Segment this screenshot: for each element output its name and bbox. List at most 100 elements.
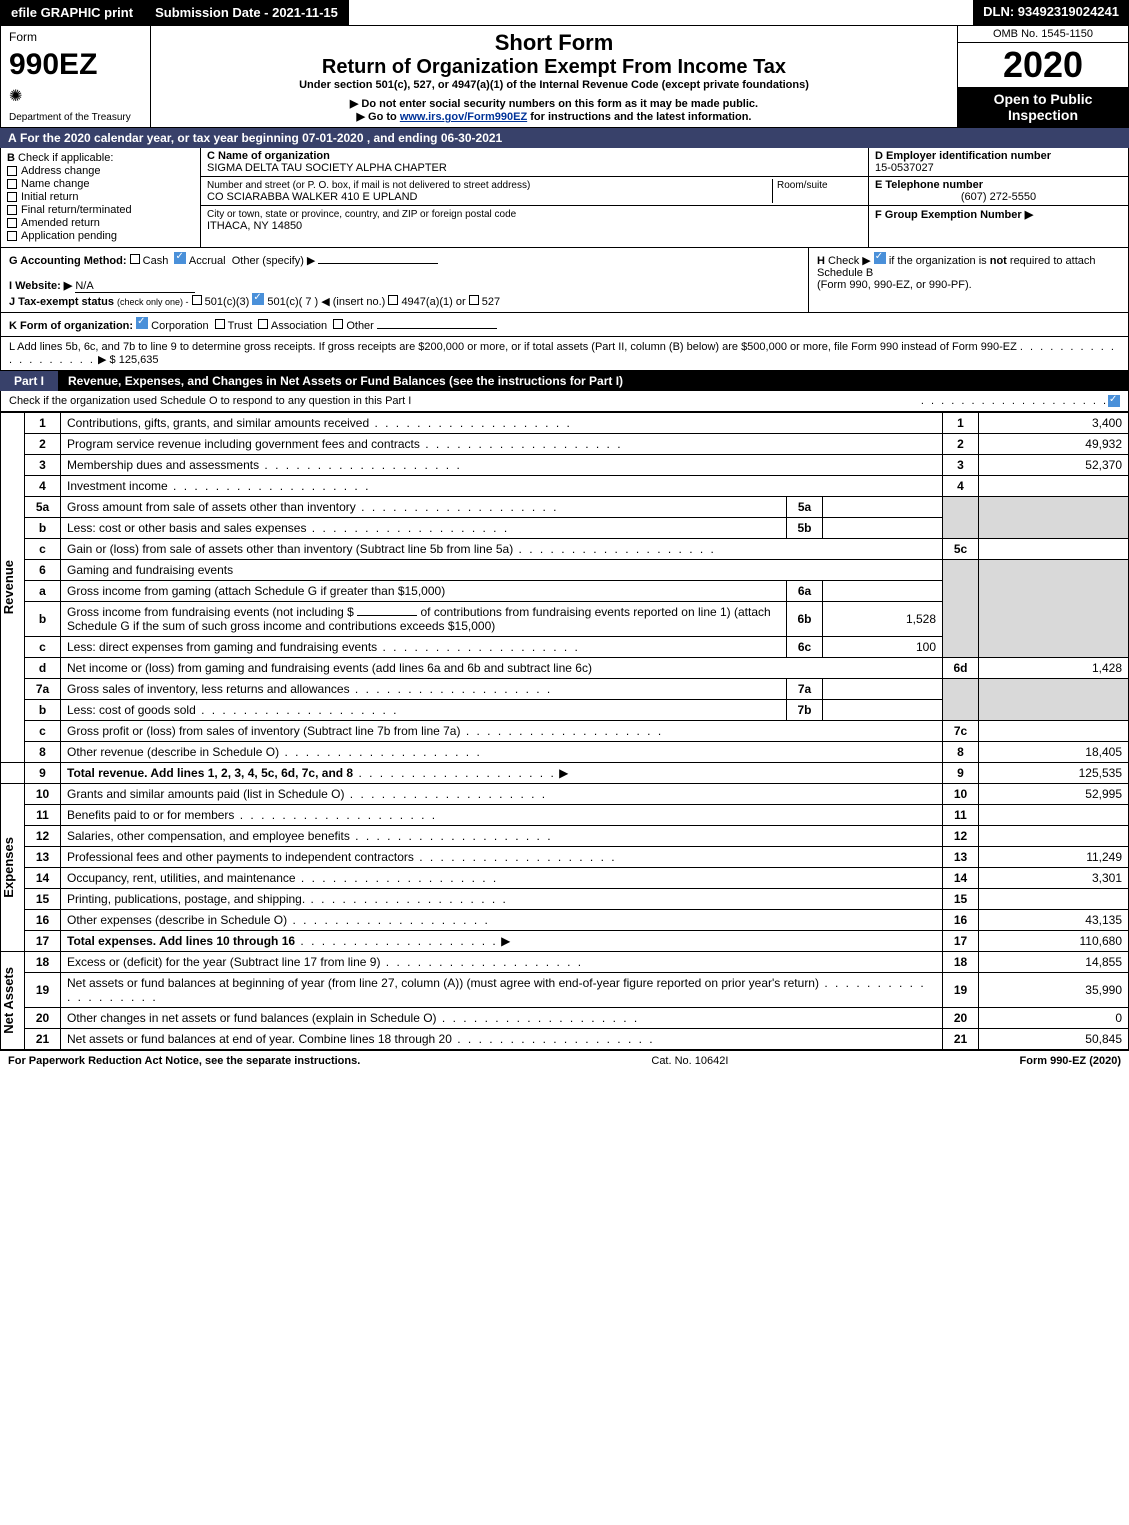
ln-21: 21 <box>25 1029 61 1050</box>
chk-527[interactable] <box>469 295 479 305</box>
section-c: C Name of organization SIGMA DELTA TAU S… <box>201 148 868 247</box>
chk-501c[interactable] <box>252 293 264 305</box>
opt-corporation: Corporation <box>151 320 208 332</box>
expenses-vert-label: Expenses <box>1 784 25 952</box>
chk-accrual[interactable] <box>174 252 186 264</box>
chk-name-change[interactable]: Name change <box>7 178 194 190</box>
amt-17: 110,680 <box>979 931 1129 952</box>
netassets-label-text: Net Assets <box>1 967 16 1034</box>
subamt-7a <box>823 679 943 700</box>
label-b: B <box>7 152 15 164</box>
chk-schedule-b[interactable] <box>874 252 886 264</box>
amt-3: 52,370 <box>979 455 1129 476</box>
part1-check-text: Check if the organization used Schedule … <box>9 395 921 407</box>
warning-1: ▶ Do not enter social security numbers o… <box>159 97 949 110</box>
chk-trust[interactable] <box>215 319 225 329</box>
part1-title: Revenue, Expenses, and Changes in Net As… <box>58 371 1129 391</box>
ln-1: 1 <box>25 413 61 434</box>
sub-6a: 6a <box>787 581 823 602</box>
other-specify-input[interactable] <box>318 263 438 264</box>
chk-4947[interactable] <box>388 295 398 305</box>
tax-year: 2020 <box>958 43 1128 87</box>
opt-trust: Trust <box>228 320 253 332</box>
row-7a: 7a Gross sales of inventory, less return… <box>1 679 1129 700</box>
ln-15: 15 <box>25 889 61 910</box>
line-7b-text: Less: cost of goods sold <box>67 703 196 717</box>
chk-cash[interactable] <box>130 254 140 264</box>
footer-mid: Cat. No. 10642I <box>651 1055 728 1067</box>
subtitle: Under section 501(c), 527, or 4947(a)(1)… <box>159 79 949 91</box>
checkbox-icon <box>7 218 17 228</box>
line-3-text: Membership dues and assessments <box>67 458 259 472</box>
line-6-text: Gaming and fundraising events <box>61 560 943 581</box>
line-6b-text1: Gross income from fundraising events (no… <box>67 605 354 619</box>
ln-9: 9 <box>25 763 61 784</box>
l-prefix: ▶ $ <box>98 354 119 366</box>
period-bar: A For the 2020 calendar year, or tax yea… <box>0 128 1129 148</box>
revenue-table: Revenue 1 Contributions, gifts, grants, … <box>0 412 1129 1050</box>
line-7c-text: Gross profit or (loss) from sales of inv… <box>67 724 460 738</box>
line-8-text: Other revenue (describe in Schedule O) <box>67 745 279 759</box>
chk-corporation[interactable] <box>136 317 148 329</box>
submission-date-button[interactable]: Submission Date - 2021-11-15 <box>144 0 349 25</box>
box-10: 10 <box>943 784 979 805</box>
chk-initial-return[interactable]: Initial return <box>7 191 194 203</box>
irs-link[interactable]: www.irs.gov/Form990EZ <box>400 111 527 123</box>
sub-7b: 7b <box>787 700 823 721</box>
line-13-text: Professional fees and other payments to … <box>67 850 414 864</box>
line-18-text: Excess or (deficit) for the year (Subtra… <box>67 955 380 969</box>
opt-amended-return: Amended return <box>21 217 100 229</box>
ln-2: 2 <box>25 434 61 455</box>
line-17-text: Total expenses. Add lines 10 through 16 <box>67 934 295 948</box>
line-20-text: Other changes in net assets or fund bala… <box>67 1011 437 1025</box>
dots <box>344 787 547 801</box>
label-g: G Accounting Method: <box>9 255 127 267</box>
checkbox-icon <box>7 166 17 176</box>
line-6a-text: Gross income from gaming (attach Schedul… <box>61 581 787 602</box>
amt-12 <box>979 826 1129 847</box>
l-amount: 125,635 <box>119 354 159 366</box>
row-12: 12 Salaries, other compensation, and emp… <box>1 826 1129 847</box>
line-6c-text: Less: direct expenses from gaming and fu… <box>67 640 377 654</box>
title-return: Return of Organization Exempt From Incom… <box>159 56 949 79</box>
warning-2: ▶ Go to www.irs.gov/Form990EZ for instru… <box>159 110 949 123</box>
line-5a-text: Gross amount from sale of assets other t… <box>67 500 356 514</box>
row-16: 16 Other expenses (describe in Schedule … <box>1 910 1129 931</box>
row-19: 19 Net assets or fund balances at beginn… <box>1 973 1129 1008</box>
grey-7-amt <box>979 679 1129 721</box>
row-3: 3 Membership dues and assessments 3 52,3… <box>1 455 1129 476</box>
amt-5c <box>979 539 1129 560</box>
netassets-vert-label: Net Assets <box>1 952 25 1050</box>
amt-2: 49,932 <box>979 434 1129 455</box>
sub-5b: 5b <box>787 518 823 539</box>
ln-6c: c <box>25 637 61 658</box>
chk-schedule-o[interactable] <box>1108 395 1120 407</box>
chk-association[interactable] <box>258 319 268 329</box>
box-8: 8 <box>943 742 979 763</box>
6b-blank[interactable] <box>357 615 417 616</box>
line-10-text: Grants and similar amounts paid (list in… <box>67 787 344 801</box>
label-h: H <box>817 255 825 267</box>
amt-6d: 1,428 <box>979 658 1129 679</box>
ln-6a: a <box>25 581 61 602</box>
ln-18: 18 <box>25 952 61 973</box>
chk-final-return[interactable]: Final return/terminated <box>7 204 194 216</box>
chk-501c3[interactable] <box>192 295 202 305</box>
chk-address-change[interactable]: Address change <box>7 165 194 177</box>
subamt-5b <box>823 518 943 539</box>
opt-name-change: Name change <box>21 178 90 190</box>
ln-7b: b <box>25 700 61 721</box>
other-org-input[interactable] <box>377 328 497 329</box>
chk-other[interactable] <box>333 319 343 329</box>
amt-9: 125,535 <box>979 763 1129 784</box>
efile-print-button[interactable]: efile GRAPHIC print <box>0 0 144 25</box>
opt-527: 527 <box>482 296 500 308</box>
footer-right: Form 990-EZ (2020) <box>1020 1055 1121 1067</box>
city-label: City or town, state or province, country… <box>207 209 516 220</box>
chk-amended-return[interactable]: Amended return <box>7 217 194 229</box>
dots <box>377 640 580 654</box>
chk-application-pending[interactable]: Application pending <box>7 230 194 242</box>
label-c: C Name of organization <box>207 150 330 162</box>
amt-7c <box>979 721 1129 742</box>
checkbox-icon <box>7 192 17 202</box>
